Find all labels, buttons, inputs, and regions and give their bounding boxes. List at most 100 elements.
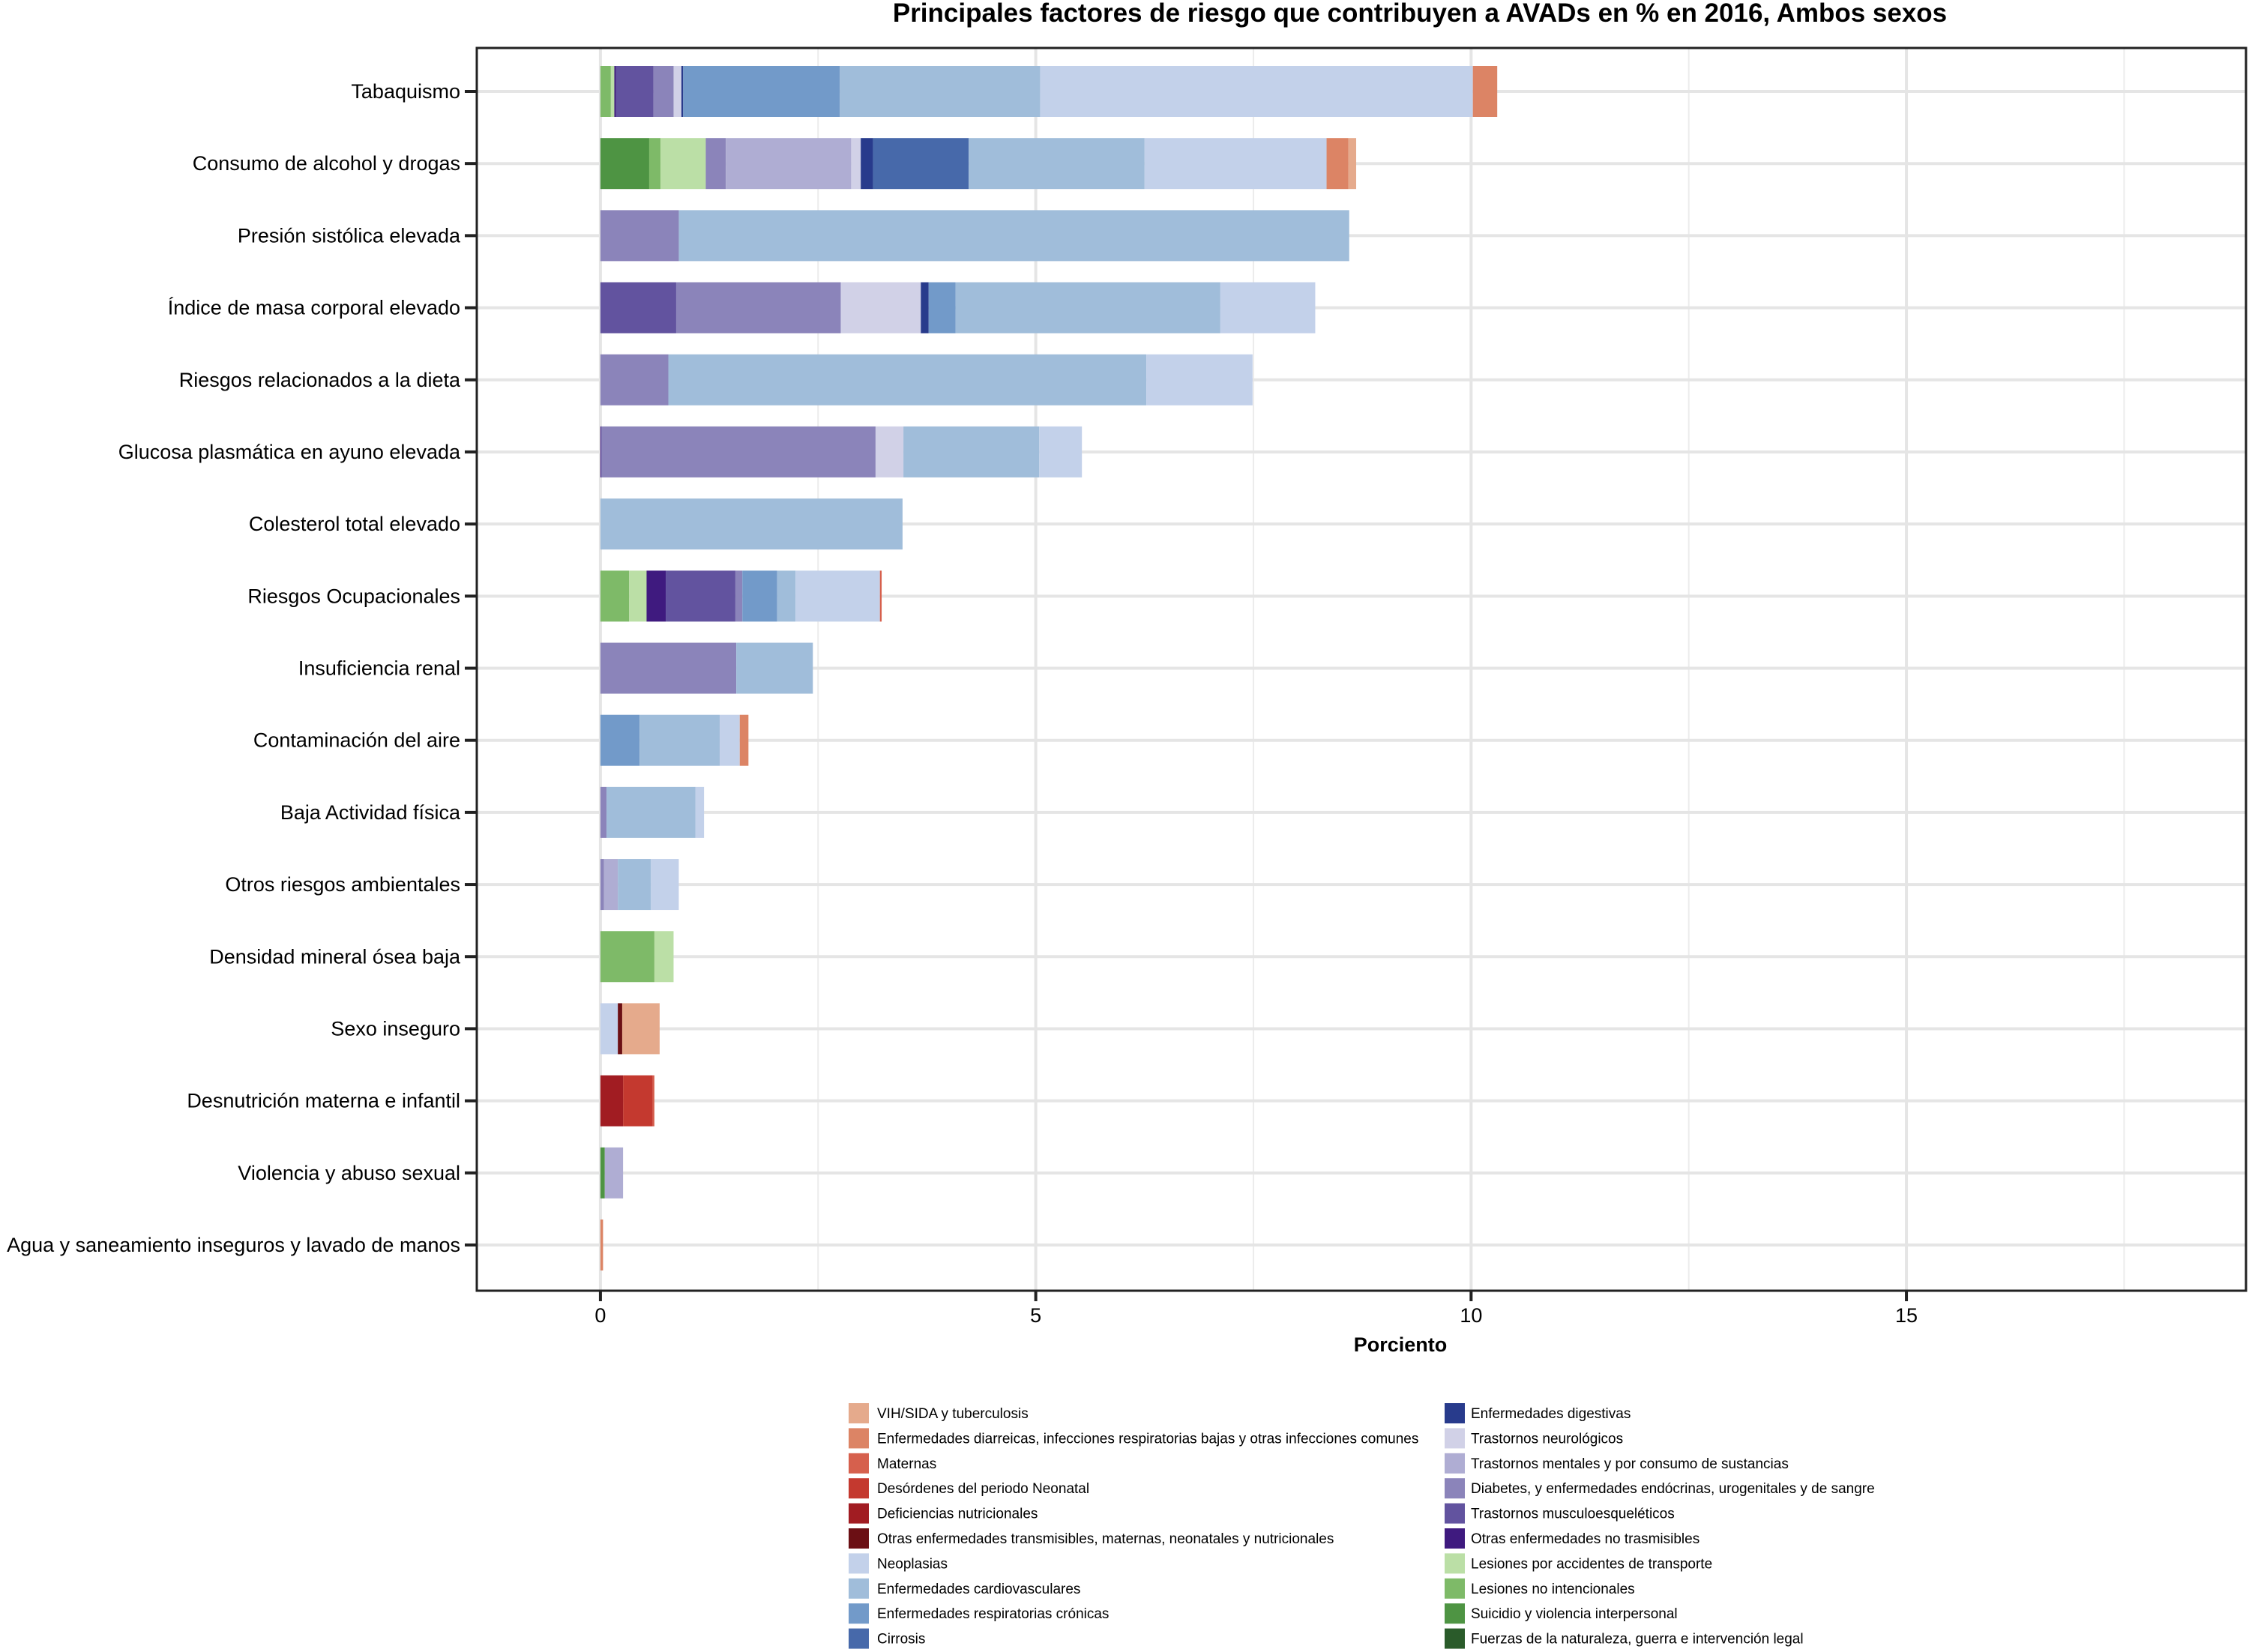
legend-item: Lesiones por accidentes de transporte <box>1445 1553 1712 1574</box>
bar-segment-otrnotrans <box>646 570 666 622</box>
bar-segment-cirr <box>873 138 969 190</box>
y-axis: Tabaquismo Consumo de alcohol y drogas Pre… <box>7 80 477 1256</box>
x-tick-label: 5 <box>1030 1304 1041 1327</box>
bar-group <box>600 859 679 911</box>
bar-segment-cardio <box>777 570 796 622</box>
legend-swatch <box>1445 1603 1465 1624</box>
legend-item: Deficiencias nutricionales <box>849 1503 1038 1524</box>
legend-item: Suicidio y violencia interpersonal <box>1445 1603 1678 1624</box>
legend-item: Maternas <box>849 1453 936 1474</box>
legend-label: Otras enfermedades no trasmisibles <box>1471 1531 1699 1547</box>
bar-segment-diarr <box>1326 138 1349 190</box>
bar-group <box>600 1147 624 1199</box>
legend-label: Cirrosis <box>877 1632 925 1648</box>
legend-label: Enfermedades digestivas <box>1471 1406 1631 1422</box>
legend-swatch <box>849 1453 869 1474</box>
chart-title: Principales factores de riesgo que contr… <box>893 0 1947 28</box>
legend-item: Trastornos neurológicos <box>1445 1428 1623 1449</box>
legend-label: Trastornos musculoesqueléticos <box>1471 1507 1675 1522</box>
y-tick-label: Índice de masa corporal elevado <box>168 297 460 319</box>
bar-segment-neuro <box>851 138 861 190</box>
legend-swatch <box>849 1578 869 1599</box>
legend-swatch <box>1445 1478 1465 1499</box>
legend-item: Otras enfermedades transmisibles, matern… <box>849 1528 1334 1549</box>
bar-group <box>600 210 1349 262</box>
y-tick-label: Insuficiencia renal <box>298 657 460 680</box>
y-tick-label: Otros riesgos ambientales <box>225 873 460 896</box>
bar-group <box>600 1220 603 1270</box>
legend-item: Lesiones no intencionales <box>1445 1578 1635 1599</box>
y-tick-label: Tabaquismo <box>351 80 460 103</box>
legend-label: Enfermedades respiratorias crónicas <box>877 1606 1109 1622</box>
bar-segment-neopl <box>1144 138 1327 190</box>
legend-item: Neoplasias <box>849 1553 948 1574</box>
legend-swatch <box>1445 1428 1465 1449</box>
legend-label: Deficiencias nutricionales <box>877 1507 1038 1522</box>
bar-segment-lesnoint <box>600 570 630 622</box>
legend-swatch <box>849 1603 869 1624</box>
bar-segment-neopl <box>1039 426 1083 477</box>
legend-swatch <box>849 1528 869 1549</box>
legend-label: Lesiones no intencionales <box>1471 1582 1635 1597</box>
bar-segment-diab <box>600 859 604 911</box>
bar-segment-suic <box>600 138 649 190</box>
bar-segment-cardio <box>639 714 720 766</box>
bar-segment-transp <box>660 138 706 190</box>
y-tick-label: Densidad mineral ósea baja <box>209 945 461 968</box>
legend-item: Enfermedades diarreicas, infecciones res… <box>849 1428 1418 1449</box>
x-tick-label: 10 <box>1460 1304 1482 1327</box>
bar-group <box>600 498 903 550</box>
x-tick-label: 0 <box>594 1304 606 1327</box>
legend-swatch <box>849 1553 869 1574</box>
bar-segment-musc <box>600 282 676 334</box>
bar-segment-otrnotrans <box>614 66 616 117</box>
bar-segment-neuro <box>673 66 681 117</box>
legend-label: Fuerzas de la naturaleza, guerra e inter… <box>1471 1632 1804 1648</box>
bar-segment-digest <box>681 66 684 117</box>
bar-group <box>600 931 674 983</box>
bar-segment-resp <box>742 570 777 622</box>
legend-swatch <box>849 1503 869 1524</box>
legend-swatch <box>1445 1453 1465 1474</box>
bar-segment-neopl <box>1220 282 1316 334</box>
y-tick-label: Riesgos relacionados a la dieta <box>179 369 461 391</box>
legend-label: Diabetes, y enfermedades endócrinas, uro… <box>1471 1481 1875 1497</box>
bar-segment-digest <box>861 138 873 190</box>
y-tick-label: Baja Actividad física <box>280 801 461 824</box>
y-tick-label: Presión sistólica elevada <box>238 224 461 247</box>
bar-segment-digest <box>921 282 929 334</box>
bar-segment-diarr <box>739 714 749 766</box>
bar-segment-neopl <box>1146 354 1253 406</box>
legend: VIH/SIDA y tuberculosis Enfermedades diar… <box>849 1403 1875 1649</box>
bar-segment-resp <box>683 66 840 117</box>
bar-segment-diarr <box>1472 66 1498 117</box>
legend-swatch <box>1445 1553 1465 1574</box>
legend-swatch <box>849 1478 869 1499</box>
bar-segment-transp <box>629 570 647 622</box>
bar-segment-otrnotrans <box>600 426 602 477</box>
bar-segment-neopl <box>795 570 880 622</box>
bar-group <box>600 570 882 622</box>
legend-swatch <box>1445 1403 1465 1423</box>
bar-segment-diab <box>653 66 674 117</box>
bar-segment-diab <box>600 210 679 262</box>
y-tick-label: Consumo de alcohol y drogas <box>193 152 460 175</box>
bar-group <box>600 786 705 838</box>
legend-item: Trastornos mentales y por consumo de sus… <box>1445 1453 1789 1474</box>
bar-segment-matern <box>879 570 882 622</box>
legend-swatch <box>1445 1528 1465 1549</box>
bar-segment-cardio <box>736 642 813 694</box>
bar-group <box>600 714 749 766</box>
bar-segment-neopl <box>600 1003 618 1055</box>
bar-segment-vih <box>1348 138 1357 190</box>
legend-label: Trastornos mentales y por consumo de sus… <box>1471 1456 1789 1472</box>
bar-group <box>600 642 813 694</box>
bar-segment-diab <box>735 570 743 622</box>
y-tick-label: Glucosa plasmática en ayuno elevada <box>118 441 461 463</box>
bar-segment-diab <box>600 642 737 694</box>
legend-swatch <box>849 1403 869 1423</box>
legend-label: Otras enfermedades transmisibles, matern… <box>877 1531 1334 1547</box>
bar-segment-neopl <box>1040 66 1473 117</box>
bar-segment-cardio <box>955 282 1220 334</box>
legend-item: Otras enfermedades no trasmisibles <box>1445 1528 1699 1549</box>
